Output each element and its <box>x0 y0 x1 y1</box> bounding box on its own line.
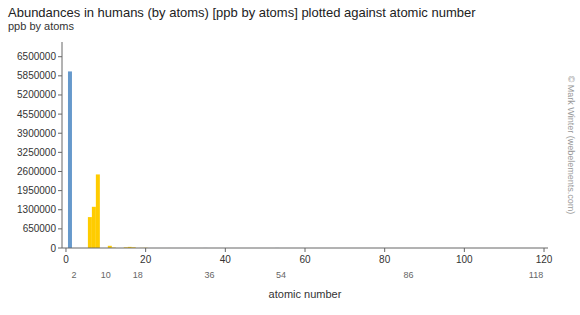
x-tick-label: 120 <box>536 254 553 265</box>
y-tick <box>58 133 62 134</box>
period-tick-label: 54 <box>276 270 286 280</box>
axes: 0 650000 1300000 1950000 2600000 3250000 39000… <box>17 42 553 280</box>
y-tick <box>58 56 62 57</box>
x-tick-label: 0 <box>63 254 69 265</box>
x-tick-label: 80 <box>379 254 391 265</box>
bar <box>68 71 72 248</box>
y-tick-label: 2600000 <box>17 166 56 177</box>
x-tick-label: 20 <box>140 254 152 265</box>
y-tick <box>58 152 62 153</box>
period-tick-label: 10 <box>101 270 111 280</box>
period-tick-label: 18 <box>133 270 143 280</box>
y-tick <box>58 75 62 76</box>
period-tick-label: 2 <box>71 270 76 280</box>
y-tick-label: 5850000 <box>17 70 56 81</box>
y-tick-label: 650000 <box>23 223 57 234</box>
period-tick-label: 118 <box>529 270 543 280</box>
chart: Abundances in humans (by atoms) [ppb by … <box>0 0 580 315</box>
y-tick-label: 0 <box>50 243 56 254</box>
y-tick-label: 1300000 <box>17 204 56 215</box>
bars <box>68 71 279 248</box>
title: Abundances in humans (by atoms) [ppb by … <box>8 5 476 20</box>
x-tick <box>65 248 66 252</box>
y-tick <box>58 94 62 95</box>
x-tick <box>145 248 146 252</box>
y-axis-label: ppb by atoms <box>8 20 75 32</box>
x-tick <box>464 248 465 252</box>
x-tick <box>225 248 226 252</box>
bar <box>96 174 100 248</box>
bar <box>92 207 96 248</box>
y-tick-label: 5200000 <box>17 89 56 100</box>
x-tick <box>305 248 306 252</box>
y-tick <box>58 171 62 172</box>
y-tick-label: 4550000 <box>17 109 56 120</box>
y-tick <box>58 248 62 249</box>
x-tick-label: 40 <box>220 254 232 265</box>
y-tick-label: 1950000 <box>17 185 56 196</box>
y-tick <box>58 114 62 115</box>
x-tick-label: 60 <box>299 254 311 265</box>
annotation: © Mark Winter (webelements.com) <box>566 76 576 215</box>
y-tick <box>58 228 62 229</box>
y-tick-label: 3900000 <box>17 128 56 139</box>
period-tick-label: 86 <box>404 270 414 280</box>
bar <box>88 217 92 248</box>
y-tick <box>58 209 62 210</box>
y-axis-line <box>62 42 63 248</box>
y-tick-label: 6500000 <box>17 51 56 62</box>
period-tick-label: 36 <box>204 270 214 280</box>
y-tick-label: 3250000 <box>17 147 56 158</box>
y-tick <box>58 190 62 191</box>
x-axis-label: atomic number <box>269 288 342 300</box>
x-tick <box>384 248 385 252</box>
x-tick-label: 100 <box>456 254 473 265</box>
x-tick <box>544 248 545 252</box>
